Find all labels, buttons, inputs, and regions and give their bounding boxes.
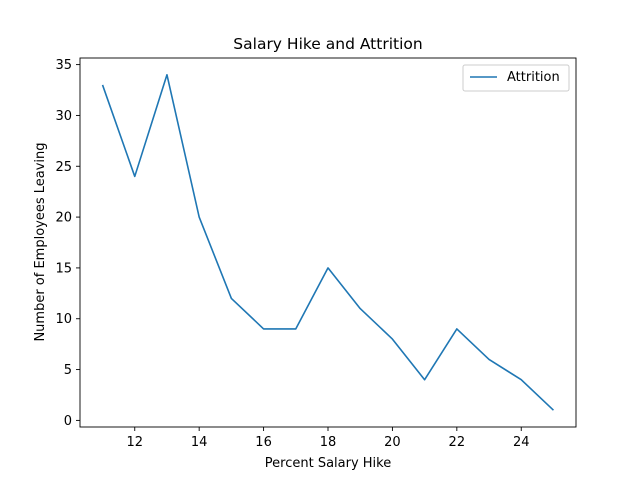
x-tick-label: 12 [126, 435, 143, 450]
y-tick-label: 35 [55, 58, 72, 73]
x-tick-label: 16 [255, 435, 272, 450]
y-tick-label: 20 [55, 211, 72, 226]
y-tick-label: 15 [55, 261, 72, 276]
y-axis: 0 5 10 15 20 25 30 35 [55, 58, 80, 429]
series-line-attrition [101, 73, 555, 411]
x-tick-label: 14 [191, 435, 208, 450]
legend: Attrition [462, 64, 570, 92]
x-axis: 12 14 16 18 20 22 24 [126, 427, 530, 450]
x-tick-label: 18 [320, 435, 337, 450]
series-layer [101, 73, 555, 411]
y-axis-label: Number of Employees Leaving [33, 142, 48, 341]
x-tick-label: 24 [513, 435, 530, 450]
y-tick-label: 30 [55, 109, 72, 124]
x-tick-label: 22 [449, 435, 466, 450]
y-tick-label: 0 [64, 414, 72, 429]
chart-title: Salary Hike and Attrition [233, 35, 422, 53]
y-tick-label: 10 [55, 312, 72, 327]
y-tick-label: 5 [64, 363, 72, 378]
legend-box [462, 64, 570, 92]
y-tick-label: 25 [55, 160, 72, 175]
x-tick-label: 20 [384, 435, 401, 450]
legend-label-attrition: Attrition [507, 70, 560, 85]
x-axis-label: Percent Salary Hike [265, 456, 391, 471]
